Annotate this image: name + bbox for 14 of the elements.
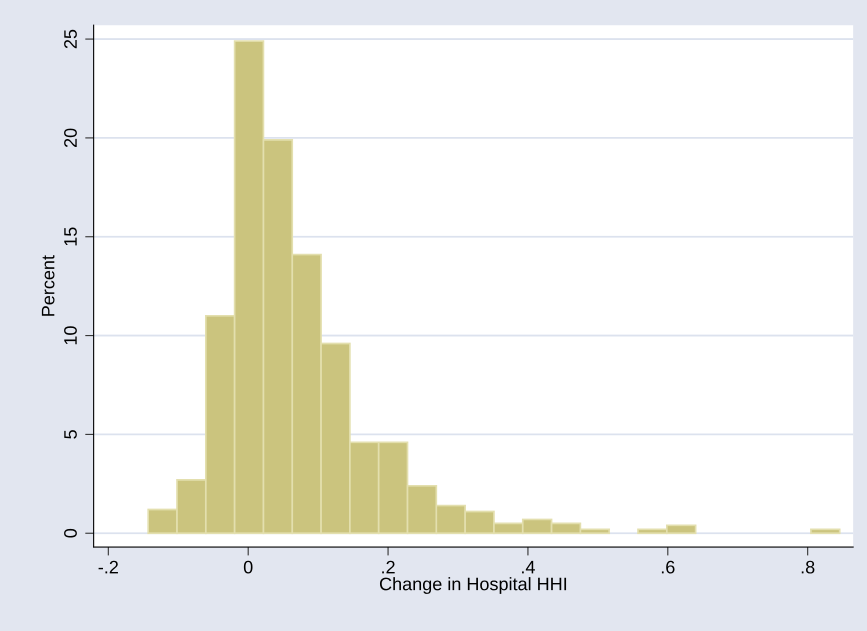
y-axis-title: Percent <box>42 255 54 316</box>
x-tick-label: .2 <box>382 560 395 574</box>
x-tick-label: .6 <box>662 560 675 574</box>
y-tick-label: 25 <box>64 30 77 48</box>
x-tick-label: .8 <box>802 560 814 574</box>
x-axis-title: Change in Hospital HHI <box>380 577 566 594</box>
x-tick-label: -.2 <box>98 560 118 574</box>
x-tick-label: .4 <box>522 560 535 574</box>
y-tick-label: 0 <box>64 528 77 538</box>
y-tick-label: 5 <box>64 430 77 439</box>
y-tick-label: 15 <box>64 227 77 246</box>
x-tick-label: 0 <box>244 560 253 574</box>
y-tick-label: 10 <box>64 326 77 344</box>
y-tick-label: 20 <box>64 128 77 148</box>
